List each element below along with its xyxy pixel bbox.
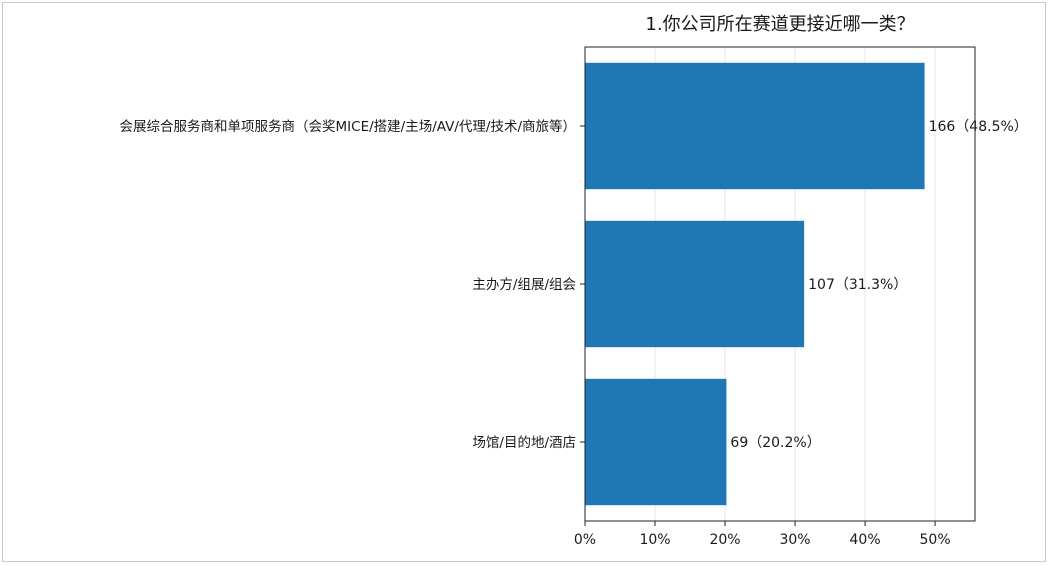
chart-title: 1.你公司所在赛道更接近哪一类？ [645, 14, 914, 35]
data-label: 166（48.5%） [929, 119, 1028, 135]
plot-area-border [584, 46, 976, 522]
bar [585, 220, 805, 348]
bar [585, 62, 925, 190]
x-tick-label: 20% [709, 532, 740, 548]
data-label: 69（20.2%） [730, 435, 820, 451]
data-label: 107（31.3%） [808, 277, 907, 293]
x-tick-label: 0% [574, 532, 596, 548]
category-label: 场馆/目的地/酒店 [472, 435, 576, 451]
x-tick-label: 30% [779, 532, 810, 548]
category-label: 主办方/组展/组会 [472, 277, 576, 293]
x-tick-label: 50% [920, 532, 951, 548]
bar [585, 378, 727, 506]
category-label: 会展综合服务商和单项服务商（会奖MICE/搭建/主场/AV/代理/技术/商旅等） [120, 118, 576, 135]
x-tick-label: 10% [639, 532, 670, 548]
x-tick-label: 40% [850, 532, 881, 548]
